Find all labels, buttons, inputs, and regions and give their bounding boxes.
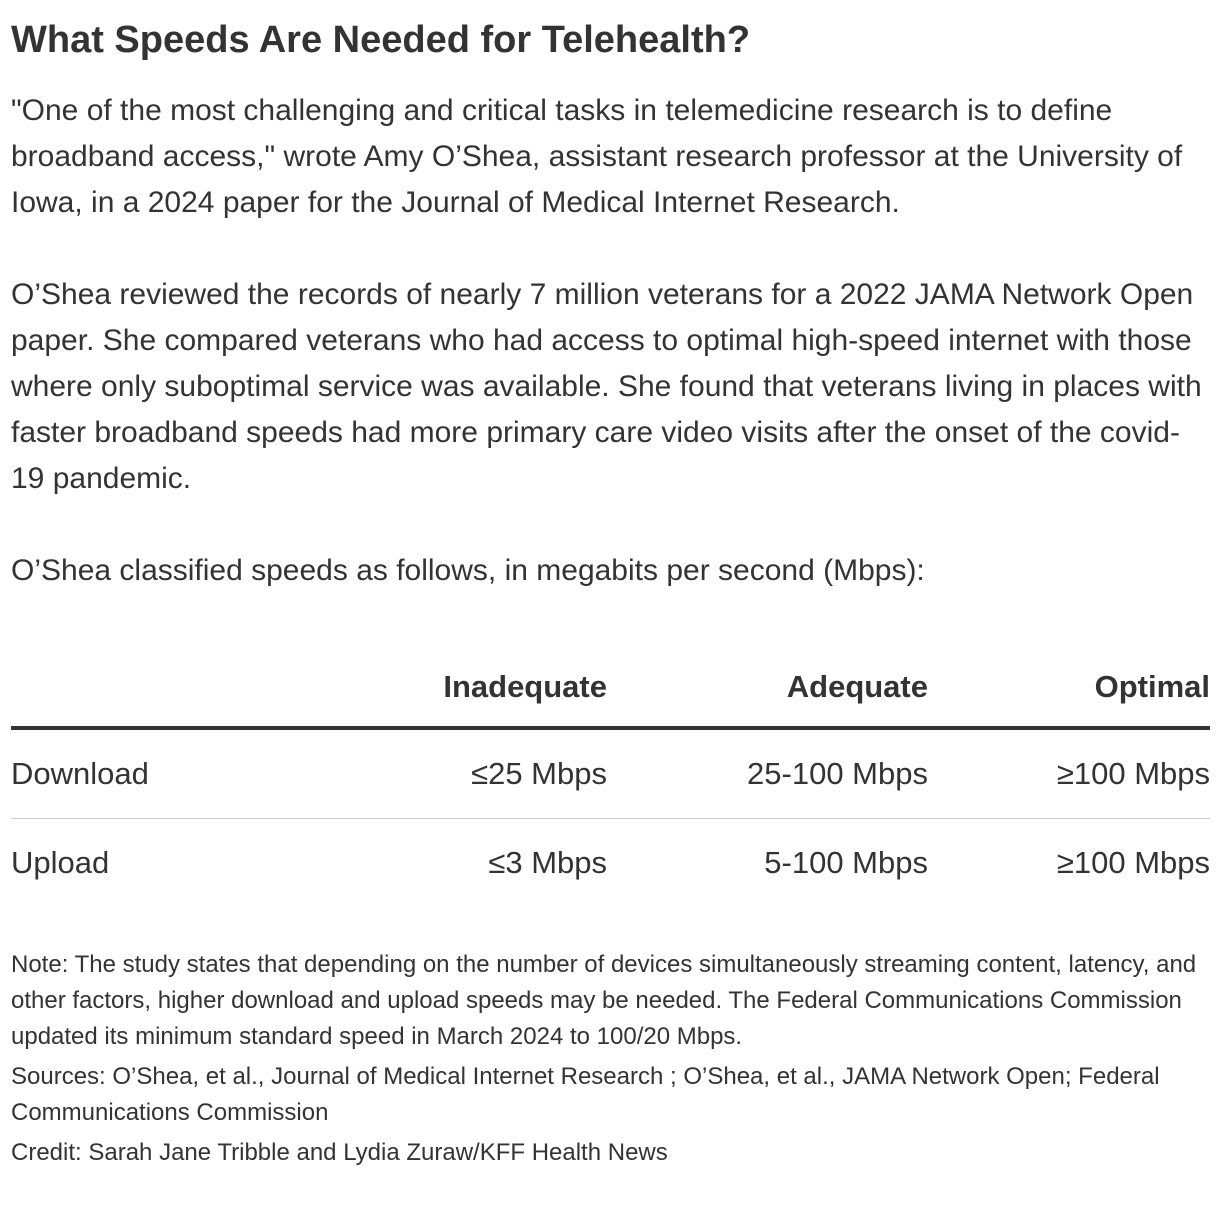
footnotes: Note: The study states that depending on…	[11, 947, 1210, 1171]
speed-table-body: Download ≤25 Mbps 25-100 Mbps ≥100 Mbps …	[11, 728, 1210, 907]
table-row-download: Download ≤25 Mbps 25-100 Mbps ≥100 Mbps	[11, 728, 1210, 819]
study-paragraph: O’Shea reviewed the records of nearly 7 …	[11, 278, 1202, 495]
header-optimal: Optimal	[928, 648, 1210, 730]
speed-table-header: Inadequate Adequate Optimal	[11, 648, 1210, 730]
cell-optimal: ≥100 Mbps	[1056, 845, 1210, 880]
cell-adequate: 25-100 Mbps	[607, 728, 928, 819]
intro-paragraph: "One of the most challenging and critica…	[11, 94, 1183, 219]
row-label: Download	[11, 728, 311, 819]
cell-optimal: ≥100 Mbps	[928, 728, 1210, 819]
row-label: Upload	[11, 845, 110, 880]
article: What Speeds Are Needed for Telehealth? "…	[11, 14, 1210, 1171]
header-inadequate: Inadequate	[311, 648, 607, 730]
note-text: Note: The study states that depending on…	[11, 951, 1197, 1050]
page-title: What Speeds Are Needed for Telehealth?	[11, 19, 751, 61]
cell-adequate: 5-100 Mbps	[764, 845, 928, 880]
speed-table: Inadequate Adequate Optimal Download ≤25…	[11, 648, 1210, 907]
credit-text: Credit: Sarah Jane Tribble and Lydia Zur…	[11, 1139, 668, 1166]
table-row-upload: Upload ≤3 Mbps 5-100 Mbps ≥100 Mbps	[11, 819, 1210, 908]
header-blank	[11, 648, 311, 730]
classification-paragraph: O’Shea classified speeds as follows, in …	[11, 554, 925, 587]
cell-inadequate: ≤25 Mbps	[311, 728, 607, 819]
sources-text: Sources: O’Shea, et al., Journal of Medi…	[11, 1063, 1160, 1126]
header-row: Inadequate Adequate Optimal	[11, 648, 1210, 730]
header-adequate: Adequate	[607, 648, 928, 730]
cell-inadequate: ≤3 Mbps	[488, 845, 607, 880]
